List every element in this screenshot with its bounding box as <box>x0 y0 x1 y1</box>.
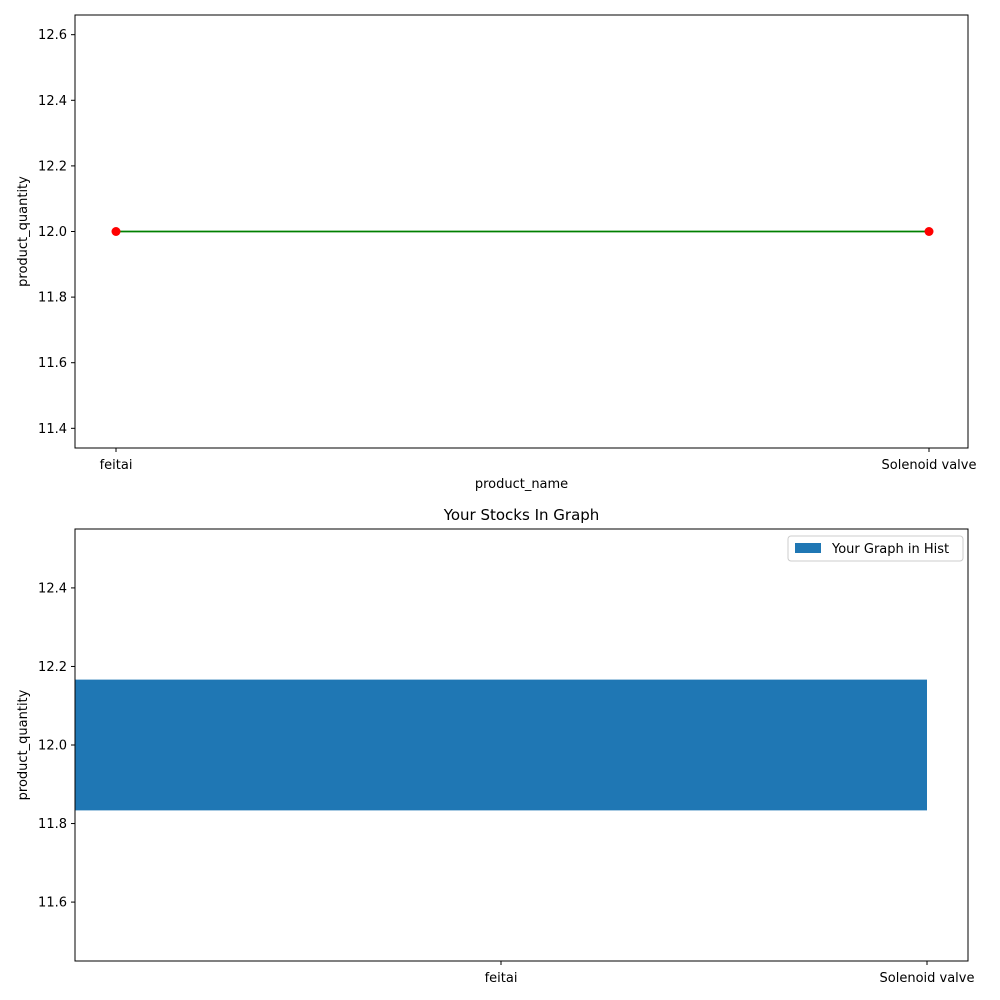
line-y-tick-label: 12.2 <box>38 159 67 174</box>
legend: Your Graph in Hist <box>787 535 964 562</box>
bar-y-tick-label: 11.6 <box>38 896 67 911</box>
bar <box>75 679 927 811</box>
legend-box <box>787 535 964 562</box>
line-x-axis-label: product_name <box>475 477 568 492</box>
line-point <box>111 227 121 236</box>
line-y-tick-label: 11.4 <box>38 422 67 437</box>
line-plot-frame <box>74 14 969 449</box>
bar-x-tick-label: feitai <box>485 971 518 986</box>
line-y-tick-label: 11.6 <box>38 356 67 371</box>
line-y-axis-label: product_quantity <box>16 176 31 287</box>
line-y-tick-label: 11.8 <box>38 291 67 306</box>
bar-y-axis-label: product_quantity <box>16 689 31 800</box>
bar-x-tick-label: Solenoid valve <box>880 971 975 986</box>
line-chart: 11.4 11.6 11.8 12.0 12.2 12.4 12.6 feitai Solen… <box>16 14 977 492</box>
line-y-tick-label: 12.6 <box>38 28 67 43</box>
bar-y-tick-label: 12.0 <box>38 739 67 754</box>
bar-chart: 11.6 11.8 12.0 12.2 12.4 feitai Solenoid valv… <box>16 506 974 986</box>
line-x-tick-label: feitai <box>100 458 133 473</box>
bar-plot-frame <box>74 528 969 962</box>
legend-swatch <box>795 543 821 553</box>
line-y-tick-label: 12.4 <box>38 94 67 109</box>
line-point <box>924 227 934 236</box>
bar-y-tick-label: 12.4 <box>38 581 67 596</box>
bar-y-tick-label: 12.2 <box>38 660 67 675</box>
bar-y-tick-label: 11.8 <box>38 817 67 832</box>
bar-chart-title: Your Stocks In Graph <box>443 506 600 524</box>
line-x-tick-label: Solenoid valve <box>882 458 977 473</box>
line-y-tick-label: 12.0 <box>38 225 67 240</box>
legend-label: Your Graph in Hist <box>831 542 949 557</box>
